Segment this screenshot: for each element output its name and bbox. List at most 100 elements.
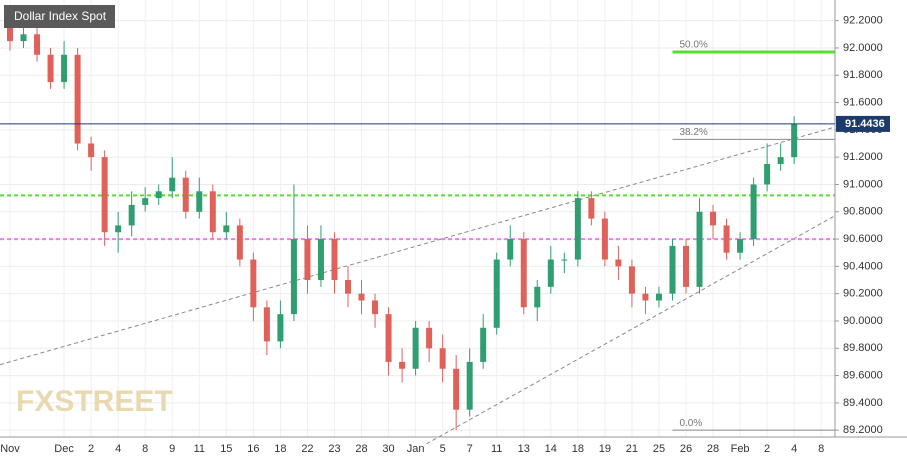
candle-body xyxy=(426,327,433,349)
trendline xyxy=(0,126,835,366)
candle-body xyxy=(155,191,162,199)
x-tick-label: 18 xyxy=(274,443,286,455)
candle-body xyxy=(101,157,108,233)
y-tick-label: 90.8000 xyxy=(843,206,883,218)
level-label: 0.0% xyxy=(679,418,702,429)
candle-body xyxy=(628,266,635,294)
level-label: 50.0% xyxy=(679,40,707,51)
candle-body xyxy=(34,34,41,55)
candle-body xyxy=(182,177,189,212)
candle-body xyxy=(196,191,203,212)
candle-body xyxy=(764,163,771,185)
candle-body xyxy=(74,54,81,144)
x-tick-label: 22 xyxy=(301,443,313,455)
candle-body xyxy=(47,54,54,83)
last-price-box xyxy=(836,115,890,132)
x-tick-label: Dec xyxy=(54,443,74,455)
x-tick-label: Nov xyxy=(0,443,20,455)
candle-body xyxy=(615,259,622,267)
candle-body xyxy=(791,123,798,158)
y-tick-label: 89.2000 xyxy=(843,424,883,436)
candle-body xyxy=(534,286,541,308)
candle-body xyxy=(20,34,27,42)
candle-body xyxy=(507,239,514,260)
watermark: FXSTREET xyxy=(16,385,173,418)
x-tick-label: 30 xyxy=(382,443,394,455)
x-tick-label: Jan xyxy=(407,443,425,455)
x-tick-label: 4 xyxy=(791,443,797,455)
candle-body xyxy=(601,218,608,260)
y-tick-label: 91.6000 xyxy=(843,96,883,108)
candle-body xyxy=(683,245,689,287)
candle-body xyxy=(277,314,284,342)
candle-body xyxy=(142,198,149,205)
y-tick-label: 92.2000 xyxy=(843,15,883,27)
candle-body xyxy=(777,157,784,164)
x-tick-label: 14 xyxy=(545,443,557,455)
x-tick-label: 5 xyxy=(440,443,446,455)
grid xyxy=(0,0,835,437)
candle-body xyxy=(88,143,95,158)
candle-body xyxy=(128,204,135,226)
x-tick-label: 8 xyxy=(142,443,148,455)
candle-body xyxy=(642,293,649,301)
y-tick-label: 91.0000 xyxy=(843,178,883,190)
y-tick-label: 90.6000 xyxy=(843,233,883,245)
candle-body xyxy=(493,259,500,328)
candle-body xyxy=(223,225,230,233)
candle-body xyxy=(209,191,216,233)
candle-body xyxy=(480,327,487,362)
candle-body xyxy=(385,314,392,362)
trendline xyxy=(426,215,835,445)
candle-body xyxy=(412,327,419,369)
x-tick-label: 23 xyxy=(328,443,340,455)
candle-body xyxy=(236,225,243,260)
candle-body xyxy=(372,300,379,315)
chart-title: Dollar Index Spot xyxy=(14,9,107,23)
candle-body xyxy=(61,54,68,83)
y-tick-label: 89.8000 xyxy=(843,342,883,354)
candle-body xyxy=(723,225,730,253)
candle-body xyxy=(331,239,338,281)
x-tick-label: 19 xyxy=(599,443,611,455)
candle-body xyxy=(737,239,744,253)
level-label: 38.2% xyxy=(679,127,707,138)
candle-body xyxy=(358,293,365,301)
x-tick-label: 9 xyxy=(169,443,175,455)
y-tick-label: 91.8000 xyxy=(843,69,883,81)
x-tick-label: 2 xyxy=(764,443,770,455)
x-tick-label: 7 xyxy=(467,443,473,455)
candle-body xyxy=(304,239,311,281)
x-tick-label: 11 xyxy=(491,443,502,455)
y-tick-label: 90.4000 xyxy=(843,260,883,272)
candle-body xyxy=(520,239,527,308)
x-tick-label: Feb xyxy=(731,443,750,455)
candle-body xyxy=(710,211,717,226)
candle-body xyxy=(669,245,676,294)
candle-body xyxy=(439,348,446,369)
candle-body xyxy=(453,368,460,410)
x-tick-label: 4 xyxy=(115,443,121,455)
x-tick-label: 15 xyxy=(220,443,232,455)
candle-body xyxy=(345,280,351,294)
y-tick-label: 89.4000 xyxy=(843,397,883,409)
candle-body xyxy=(7,27,13,42)
candle-body xyxy=(750,184,757,240)
candle-body xyxy=(399,361,406,369)
x-tick-label: 2 xyxy=(88,443,94,455)
candle-body xyxy=(290,239,297,315)
candle-body xyxy=(169,177,176,192)
x-tick-label: 18 xyxy=(572,443,584,455)
x-tick-label: 28 xyxy=(707,443,719,455)
candle-body xyxy=(588,198,595,219)
y-tick-label: 90.2000 xyxy=(843,288,883,300)
candle-body xyxy=(655,293,662,301)
last-price-label: 91.4436 xyxy=(845,118,885,130)
candle-body xyxy=(696,211,703,287)
candle-body xyxy=(547,259,554,287)
x-tick-label: 21 xyxy=(626,443,638,455)
candle-body xyxy=(317,239,324,281)
candle-body xyxy=(115,225,122,233)
y-tick-label: 92.0000 xyxy=(843,42,883,54)
